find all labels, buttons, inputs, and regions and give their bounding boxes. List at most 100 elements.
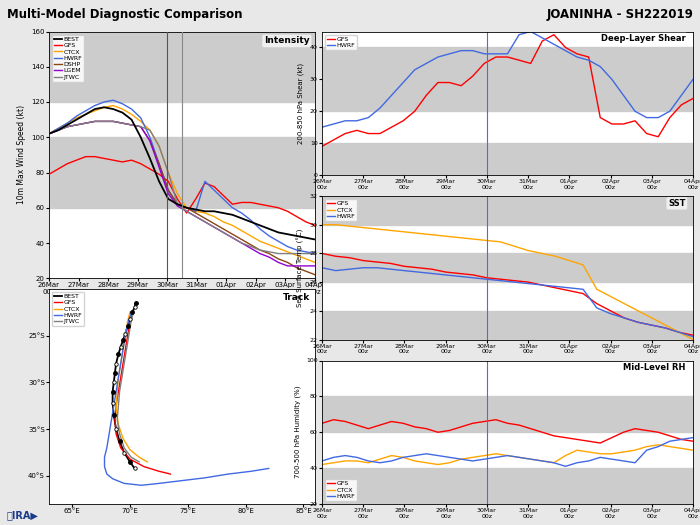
Y-axis label: Sea Surface Temp (°C): Sea Surface Temp (°C) (297, 228, 304, 307)
Bar (49, 137, 315, 208)
CTCX (643, 444, 651, 450)
GFS (332, 253, 340, 259)
HWRF (526, 28, 535, 35)
HWRF (376, 105, 384, 111)
HWRF (675, 329, 683, 335)
CTCX (399, 454, 407, 460)
GFS (510, 278, 519, 284)
Bar (322, 47, 693, 111)
HWRF (593, 305, 601, 311)
Line: HWRF: HWRF (322, 438, 693, 466)
CTCX (675, 329, 683, 335)
HWRF (399, 454, 407, 460)
GFS (561, 44, 570, 50)
HWRF (677, 436, 685, 443)
HWRF (468, 47, 477, 54)
HWRF (387, 92, 395, 98)
GFS (483, 275, 491, 281)
HWRF (606, 310, 615, 317)
Y-axis label: 700-500 hPa Humidity (%): 700-500 hPa Humidity (%) (294, 386, 301, 478)
CTCX (422, 459, 430, 466)
GFS (341, 418, 349, 425)
GFS (469, 272, 477, 278)
GFS (654, 429, 662, 435)
HWRF (318, 124, 326, 130)
HWRF (654, 114, 662, 121)
CTCX (538, 250, 546, 257)
GFS (445, 79, 454, 86)
HWRF (422, 450, 430, 457)
CTCX (400, 229, 409, 235)
CTCX (565, 257, 573, 264)
Text: Track: Track (282, 293, 309, 302)
GFS (608, 121, 616, 127)
CTCX (608, 450, 616, 457)
CTCX (330, 459, 338, 466)
CTCX (445, 459, 454, 466)
GFS (330, 137, 338, 143)
Text: JOANINHA - SH222019: JOANINHA - SH222019 (546, 8, 693, 21)
CTCX (524, 247, 532, 254)
HWRF (596, 64, 605, 70)
GFS (550, 32, 558, 38)
HWRF (332, 267, 340, 274)
GFS (666, 433, 674, 439)
GFS (643, 130, 651, 136)
Text: Mid-Level RH: Mid-Level RH (623, 363, 685, 372)
HWRF (643, 447, 651, 454)
HWRF (634, 319, 642, 326)
Line: GFS: GFS (322, 35, 693, 146)
CTCX (593, 286, 601, 292)
GFS (503, 54, 512, 60)
CTCX (442, 233, 450, 239)
CTCX (596, 450, 605, 457)
GFS (677, 102, 685, 108)
CTCX (662, 322, 670, 328)
CTCX (515, 454, 524, 460)
CTCX (538, 458, 547, 464)
GFS (526, 425, 535, 432)
Line: HWRF: HWRF (322, 32, 693, 127)
GFS (538, 38, 547, 44)
GFS (550, 433, 558, 439)
HWRF (662, 325, 670, 331)
Bar (322, 311, 693, 340)
GFS (579, 290, 587, 297)
HWRF (666, 438, 674, 444)
GFS (414, 265, 422, 271)
HWRF (538, 282, 546, 288)
CTCX (689, 337, 697, 343)
HWRF (643, 114, 651, 121)
GFS (386, 260, 395, 267)
CTCX (457, 456, 466, 463)
HWRF (353, 454, 361, 460)
HWRF (538, 458, 547, 464)
GFS (584, 54, 593, 60)
HWRF (503, 51, 512, 57)
GFS (376, 130, 384, 136)
GFS (373, 259, 382, 265)
HWRF (341, 118, 349, 124)
Bar (322, 196, 693, 225)
GFS (596, 440, 605, 446)
HWRF (496, 278, 505, 284)
HWRF (515, 32, 524, 38)
GFS (496, 276, 505, 282)
HWRF (550, 459, 558, 466)
GFS (445, 427, 454, 434)
GFS (387, 418, 395, 425)
GFS (399, 118, 407, 124)
Y-axis label: 200-850 hPa Shear (kt): 200-850 hPa Shear (kt) (298, 62, 304, 144)
CTCX (620, 300, 629, 307)
GFS (359, 257, 368, 264)
CTCX (387, 453, 395, 459)
HWRF (445, 51, 454, 57)
CTCX (552, 253, 560, 259)
GFS (434, 429, 442, 435)
CTCX (491, 450, 500, 457)
Legend: GFS, CTCX, HWRF: GFS, CTCX, HWRF (325, 199, 357, 221)
GFS (666, 114, 674, 121)
HWRF (455, 273, 463, 279)
GFS (318, 143, 326, 150)
Legend: BEST, GFS, CTCX, HWRF, JTWC: BEST, GFS, CTCX, HWRF, JTWC (52, 292, 84, 326)
